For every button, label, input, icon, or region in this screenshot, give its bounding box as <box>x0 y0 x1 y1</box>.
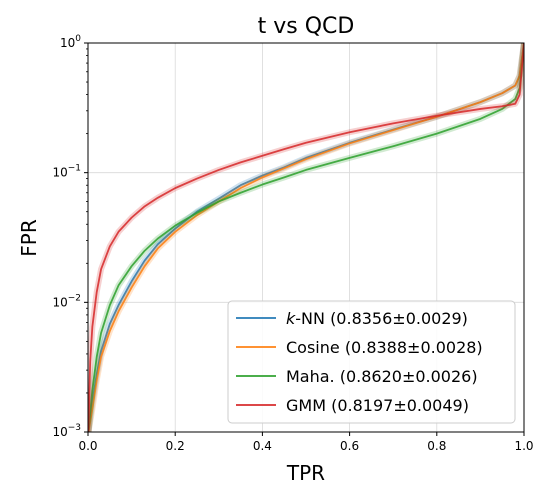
legend-box <box>227 300 516 424</box>
x-tick-label: 0.0 <box>78 439 97 453</box>
legend-label: Cosine (0.8388±0.0028) <box>286 338 483 357</box>
y-tick-label: 10−1 <box>52 164 81 180</box>
legend-label: k-NN (0.8356±0.0029) <box>286 309 468 328</box>
y-axis-title: FPR <box>17 219 41 257</box>
x-axis-title: TPR <box>286 461 325 485</box>
series-lines <box>88 43 524 432</box>
x-tick-label: 1.0 <box>514 439 533 453</box>
y-tick-label: 100 <box>60 34 81 50</box>
x-tick-label: 0.8 <box>427 439 446 453</box>
legend-label: Maha. (0.8620±0.0026) <box>286 367 478 386</box>
plot-frame <box>87 42 525 433</box>
x-tick-label: 0.4 <box>253 439 272 453</box>
chart-title: t vs QCD <box>258 14 355 39</box>
legend-label: GMM (0.8197±0.0049) <box>286 396 469 415</box>
series-line-cosine <box>88 43 524 432</box>
x-tick-label: 0.6 <box>340 439 359 453</box>
x-tick-label: 0.2 <box>166 439 185 453</box>
y-tick-label: 10−3 <box>52 423 81 439</box>
axis-ticks: 0.0 0.2 0.4 0.6 0.8 1.0 10−3 10−2 10−1 100 <box>52 34 533 453</box>
series-line-maha- <box>88 43 524 432</box>
legend: k-NN (0.8356±0.0029) Cosine (0.8388±0.002… <box>227 300 516 424</box>
series-line-gmm <box>88 43 524 432</box>
y-tick-label: 10−2 <box>52 293 81 309</box>
